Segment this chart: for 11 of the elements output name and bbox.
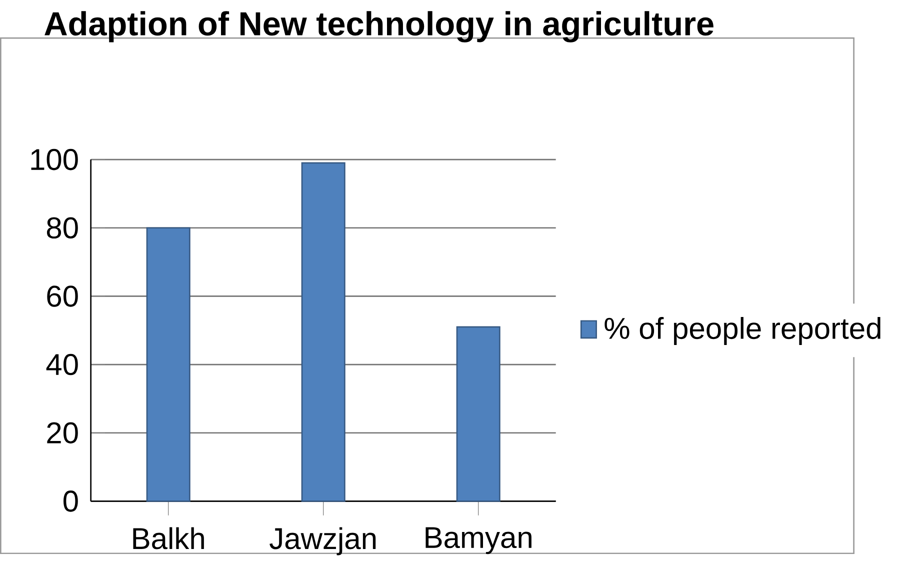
y-tick-label: 80 bbox=[46, 217, 78, 238]
x-tick-label: Jawzjan bbox=[270, 527, 376, 556]
y-tick-label: 60 bbox=[47, 285, 78, 307]
x-tick-label: Balkh bbox=[133, 527, 204, 550]
y-tick-label: 100 bbox=[31, 148, 78, 170]
chart-title: Adaption of New technology in agriculture bbox=[44, 10, 714, 42]
y-tick-label: 40 bbox=[46, 354, 78, 376]
y-tick-label: 0 bbox=[64, 490, 78, 512]
legend-label: % of people reported bbox=[604, 316, 880, 345]
x-tick-label: Bamyan bbox=[426, 527, 532, 554]
y-tick-label: 20 bbox=[47, 422, 78, 444]
